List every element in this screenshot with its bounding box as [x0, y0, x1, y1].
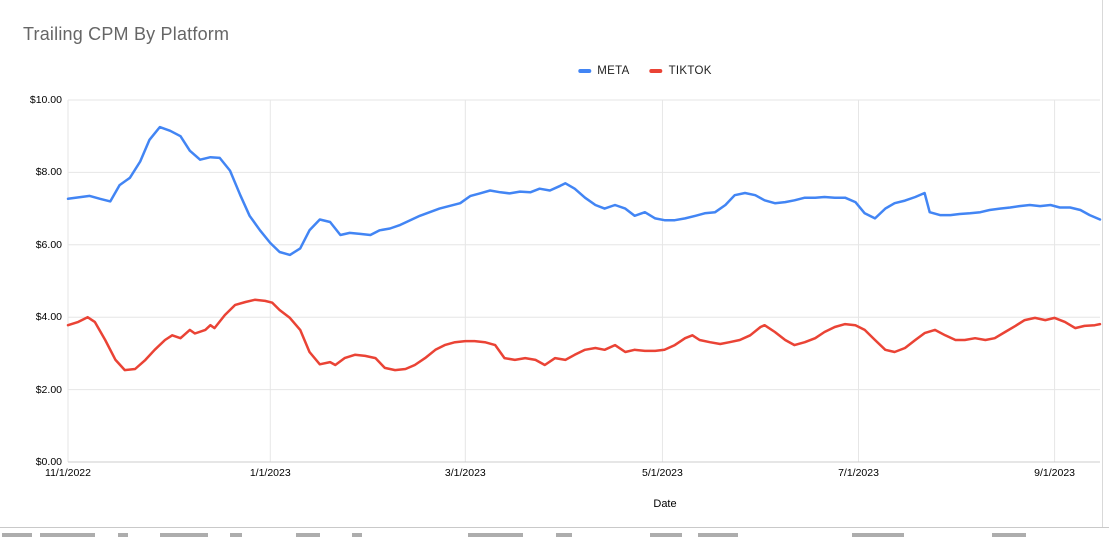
- clipped-text-fragment: [852, 533, 904, 537]
- legend-label: META: [597, 65, 630, 77]
- y-axis-tick-label: $10.00: [29, 94, 62, 106]
- clipped-text-fragment: [698, 533, 738, 537]
- clipped-text-fragment: [230, 533, 242, 537]
- legend-label: TIKTOK: [668, 65, 712, 77]
- legend-item-meta[interactable]: META: [578, 65, 629, 77]
- y-axis-tick-label: $2.00: [35, 383, 62, 396]
- x-axis-tick-label: 11/1/2022: [45, 467, 91, 479]
- legend: META TIKTOK: [578, 65, 711, 77]
- x-axis-tick-label: 3/1/2023: [444, 467, 486, 479]
- sheet-cell-border-right: [1102, 0, 1103, 540]
- series-line-tiktok[interactable]: [66, 298, 1102, 372]
- clipped-text-fragment: [2, 533, 32, 537]
- clipped-text-fragment: [352, 533, 362, 537]
- chart-title: Trailing CPM By Platform: [23, 24, 230, 44]
- x-axis-tick-label: 9/1/2023: [1034, 467, 1076, 479]
- clipped-text-fragment: [296, 533, 320, 537]
- y-axis-tick-label: $0.00: [35, 456, 62, 468]
- legend-item-tiktok[interactable]: TIKTOK: [649, 65, 712, 77]
- y-axis-tick-label: $4.00: [35, 311, 62, 324]
- clipped-text-fragment: [992, 533, 1026, 537]
- x-axis-tick-label: 5/1/2023: [641, 467, 683, 479]
- clipped-text-fragment: [650, 533, 682, 537]
- clipped-text-fragment: [118, 533, 128, 537]
- series-line-meta[interactable]: [66, 125, 1102, 257]
- y-axis-tick-label: $6.00: [35, 238, 62, 251]
- legend-swatch-icon: [649, 69, 663, 73]
- legend-swatch-icon: [578, 69, 592, 73]
- clipped-text-fragment: [556, 533, 572, 537]
- clipped-text-fragment: [160, 533, 208, 537]
- y-axis-tick-label: $8.00: [35, 166, 62, 179]
- x-axis-tick-label: 1/1/2023: [249, 467, 291, 479]
- clipped-spreadsheet-row: [0, 527, 1109, 540]
- clipped-text-fragment: [468, 533, 523, 537]
- x-axis-tick-label: 7/1/2023: [838, 467, 879, 479]
- clipped-text-fragment: [40, 533, 95, 537]
- x-axis-title: Date: [653, 498, 677, 510]
